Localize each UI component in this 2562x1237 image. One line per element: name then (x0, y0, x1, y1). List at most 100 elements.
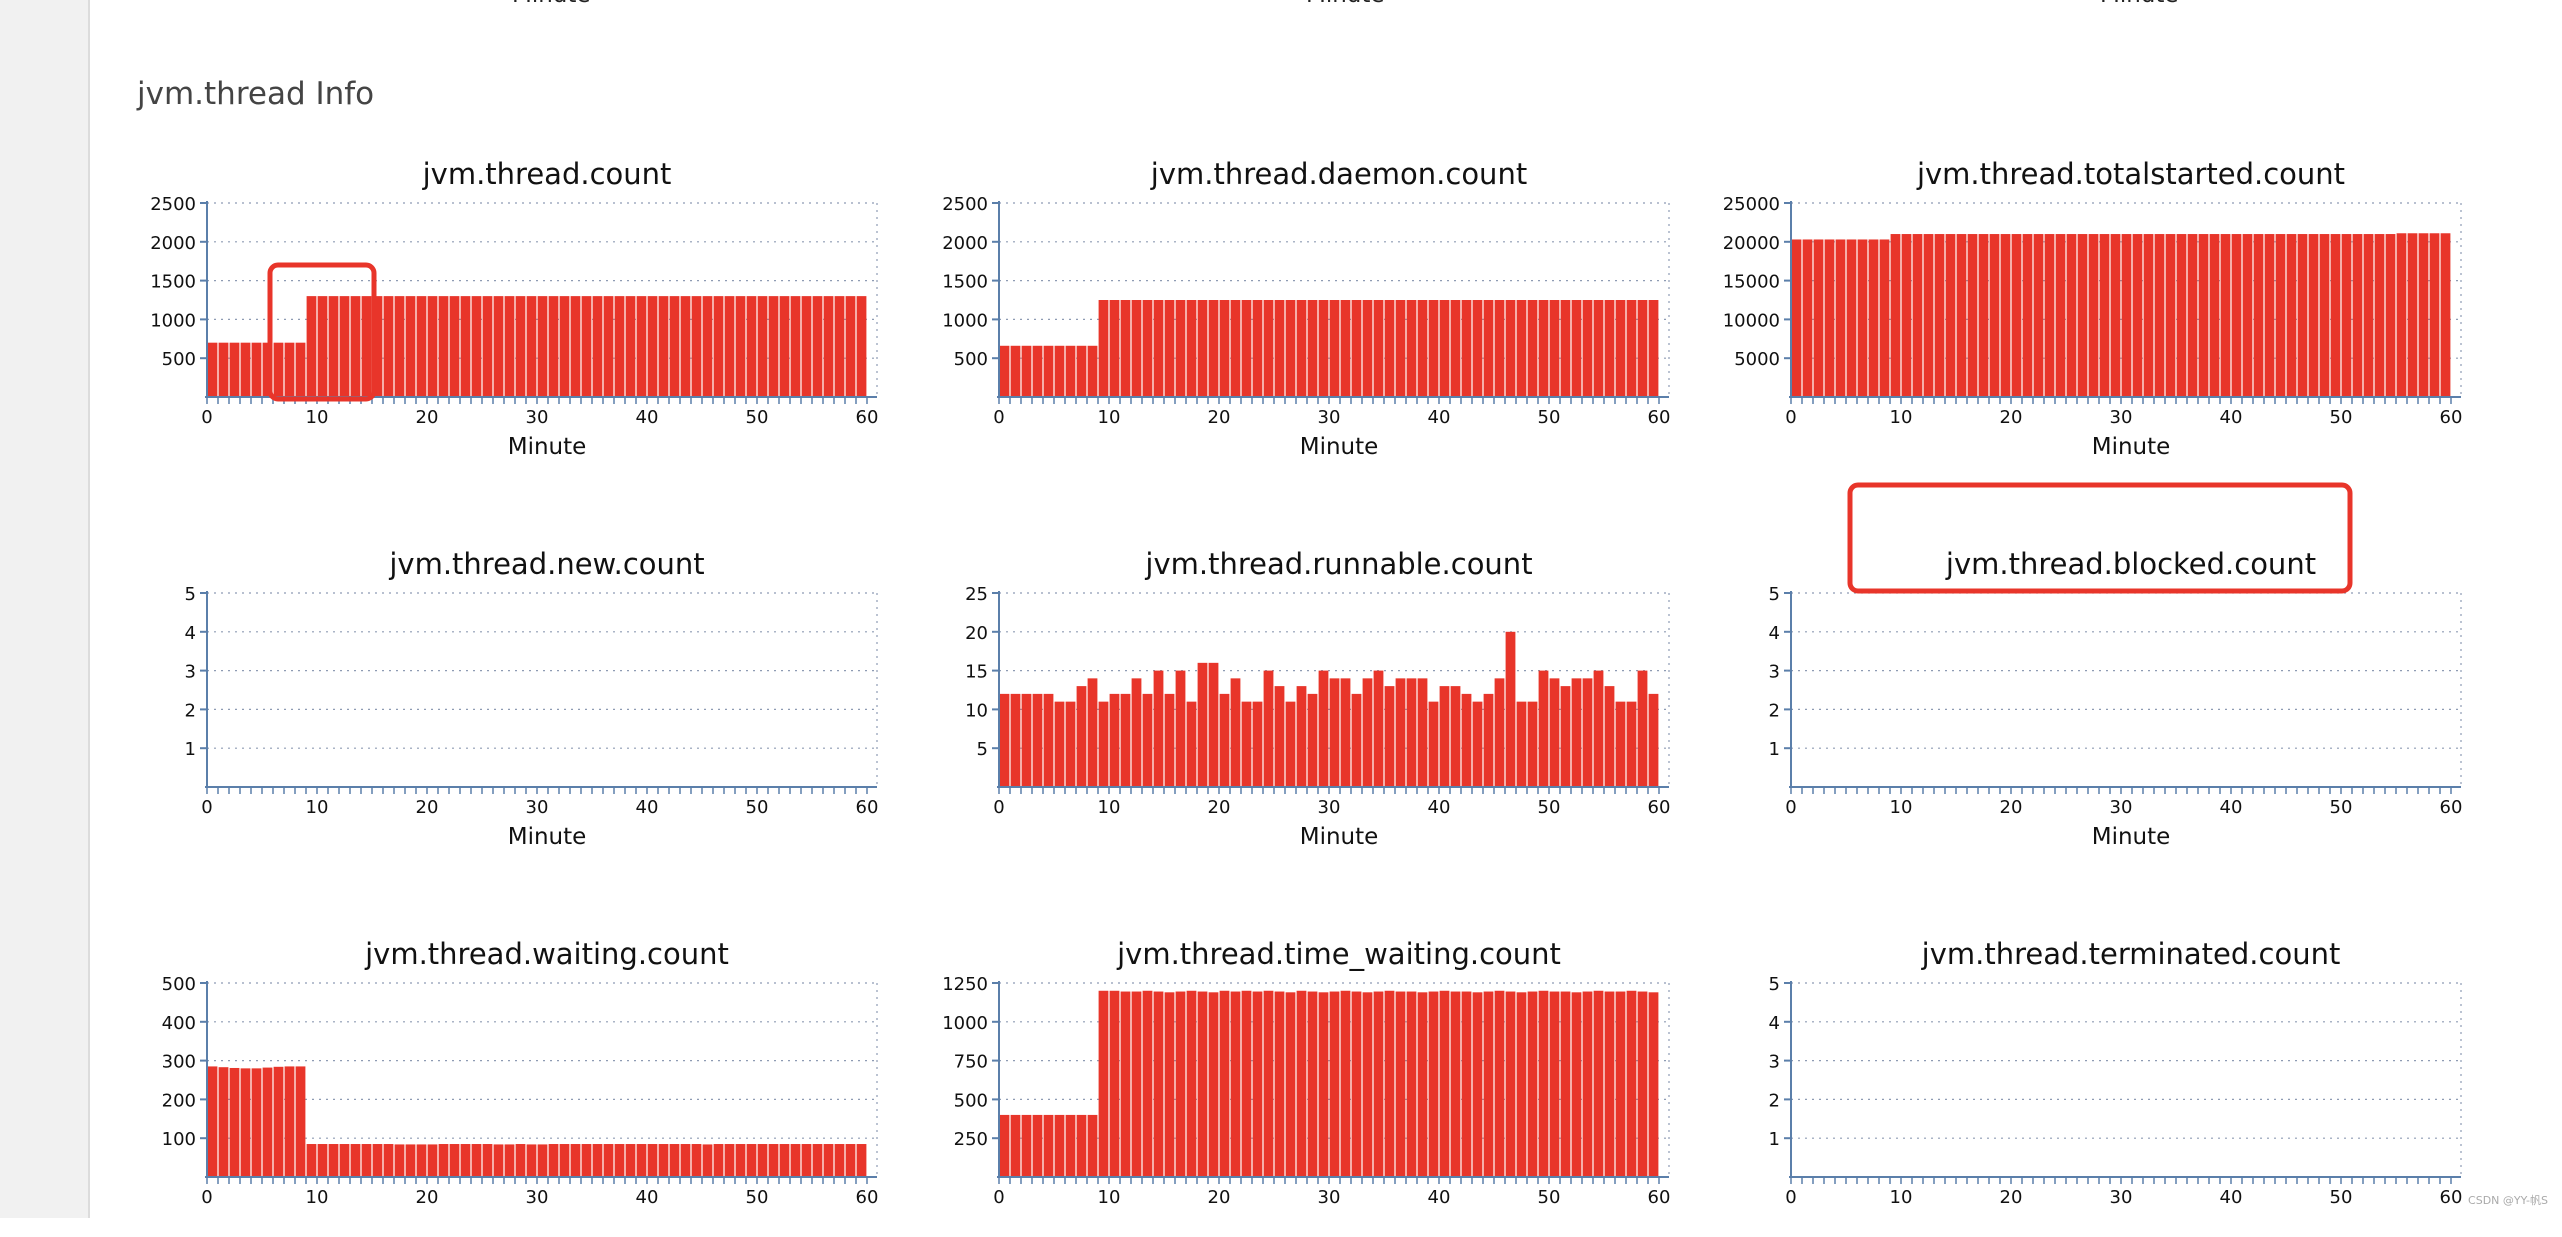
bar (1813, 239, 1824, 397)
bar (1604, 686, 1615, 787)
bar (1164, 693, 1175, 787)
y-tick-label: 3 (1769, 1052, 1780, 1073)
y-tick-label: 1000 (942, 1013, 988, 1034)
bar (1824, 239, 1835, 397)
bar (1560, 991, 1571, 1177)
bar (1395, 300, 1406, 397)
bar (1483, 693, 1494, 787)
y-tick-label: 2 (185, 700, 196, 721)
bar (1307, 991, 1318, 1177)
bar (1109, 693, 1120, 787)
bar (1560, 686, 1571, 787)
bar (1549, 991, 1560, 1177)
bar (1252, 701, 1263, 787)
bar (581, 1144, 592, 1177)
bar (284, 342, 295, 397)
bar (592, 1144, 603, 1177)
bar (1329, 678, 1340, 787)
bar (1571, 992, 1582, 1177)
bar (812, 296, 823, 397)
bar (328, 1144, 339, 1177)
bar (405, 296, 416, 397)
bar (2044, 234, 2055, 397)
bar (658, 296, 669, 397)
bar (999, 1114, 1010, 1177)
bar (603, 1144, 614, 1177)
bar (1296, 300, 1307, 397)
bar (2132, 234, 2143, 397)
bar (1417, 992, 1428, 1177)
bar (1527, 991, 1538, 1177)
x-tick-label: 60 (1648, 407, 1671, 428)
bar (680, 296, 691, 397)
bar (372, 296, 383, 397)
x-tick-label: 0 (993, 1187, 1004, 1208)
bar (1065, 701, 1076, 787)
x-tick-label: 20 (2000, 797, 2023, 818)
bar (1274, 991, 1285, 1177)
x-tick-label: 0 (201, 797, 212, 818)
bar (1274, 686, 1285, 787)
bar (1879, 239, 1890, 397)
y-tick-label: 1500 (942, 272, 988, 293)
bar (2308, 234, 2319, 397)
bar (1945, 234, 1956, 397)
bar (1538, 300, 1549, 397)
x-tick-label: 30 (2110, 797, 2133, 818)
y-tick-label: 5 (1769, 584, 1780, 605)
x-tick-label: 40 (636, 1187, 659, 1208)
x-tick-label: 60 (856, 1187, 879, 1208)
bar (471, 1144, 482, 1177)
chart-title: jvm.thread.totalstarted.count (1916, 157, 2345, 191)
x-tick-label: 60 (856, 797, 879, 818)
x-axis-label: Minute (508, 824, 587, 850)
bar (262, 1067, 273, 1177)
bar (1428, 300, 1439, 397)
bar (757, 296, 768, 397)
x-axis-label: Minute (1300, 824, 1379, 850)
x-tick-label: 20 (2000, 407, 2023, 428)
bar (218, 342, 229, 397)
bar (240, 342, 251, 397)
bar (636, 296, 647, 397)
bar (1516, 992, 1527, 1177)
bar (1505, 300, 1516, 397)
bar (383, 1144, 394, 1177)
bar (1912, 234, 1923, 397)
y-tick-label: 2500 (150, 194, 196, 215)
y-tick-label: 25 (965, 584, 988, 605)
bar (1153, 670, 1164, 787)
bar (1109, 300, 1120, 397)
bar (1384, 990, 1395, 1177)
bar (1549, 678, 1560, 787)
x-tick-label: 50 (2330, 797, 2353, 818)
bar (2077, 234, 2088, 397)
bar (1626, 701, 1637, 787)
bar (1329, 991, 1340, 1177)
bar (1076, 345, 1087, 397)
y-tick-label: 300 (162, 1052, 196, 1073)
bar (2121, 234, 2132, 397)
x-tick-label: 40 (2220, 1187, 2243, 1208)
bar (1538, 670, 1549, 787)
y-tick-label: 5 (185, 584, 196, 605)
x-tick-label: 10 (1890, 797, 1913, 818)
bar (1582, 300, 1593, 397)
bar (1252, 300, 1263, 397)
bar (229, 1067, 240, 1177)
bar (1296, 990, 1307, 1177)
bar (1483, 300, 1494, 397)
x-tick-label: 40 (1428, 797, 1451, 818)
bar (1120, 991, 1131, 1177)
bar (515, 296, 526, 397)
x-tick-label: 50 (746, 797, 769, 818)
bar (2242, 234, 2253, 397)
bar (1637, 300, 1648, 397)
bar (449, 1144, 460, 1177)
bar (438, 296, 449, 397)
y-tick-label: 2000 (150, 233, 196, 254)
bar (1032, 345, 1043, 397)
bar (1153, 300, 1164, 397)
bar (504, 296, 515, 397)
bar (1142, 693, 1153, 787)
